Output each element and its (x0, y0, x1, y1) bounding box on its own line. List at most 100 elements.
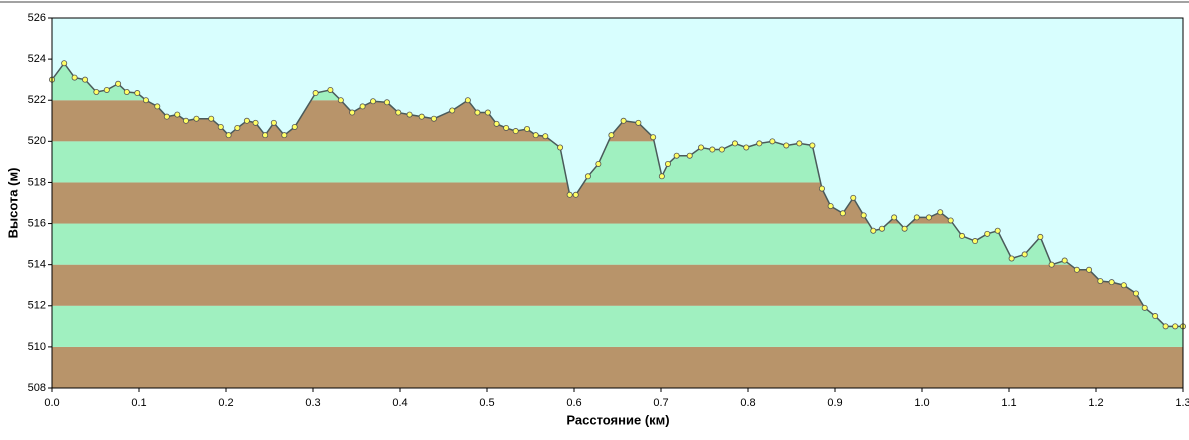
profile-point (608, 132, 615, 139)
x-tick-label: 0.1 (131, 397, 146, 409)
profile-point (673, 152, 680, 159)
profile-point (566, 191, 573, 198)
profile-point (584, 173, 591, 180)
y-tick-label: 518 (28, 176, 46, 188)
profile-point (709, 146, 716, 153)
profile-point (1061, 257, 1068, 264)
profile-point (349, 109, 356, 116)
profile-point (234, 124, 241, 131)
profile-point (182, 117, 189, 124)
profile-point (243, 117, 250, 124)
profile-point (650, 134, 657, 141)
profile-point (252, 119, 259, 126)
profile-point (406, 111, 413, 118)
profile-point (839, 210, 846, 217)
profile-point (572, 191, 579, 198)
x-tick-label: 0.8 (740, 397, 755, 409)
x-tick-label: 0.0 (44, 397, 59, 409)
x-tick-label: 1.2 (1088, 397, 1103, 409)
profile-point (464, 97, 471, 104)
profile-point (327, 86, 334, 93)
x-tick-label: 1.1 (1001, 397, 1016, 409)
elevation-band (52, 346, 1183, 388)
y-axis-label: Высота (м) (5, 168, 20, 239)
profile-point (370, 98, 377, 105)
x-tick-label: 0.2 (218, 397, 233, 409)
profile-point (291, 123, 298, 130)
profile-point (312, 90, 319, 97)
y-tick-label: 516 (28, 217, 46, 229)
profile-point (783, 142, 790, 149)
profile-point (474, 109, 481, 116)
profile-point (208, 115, 215, 122)
x-tick-label: 1.3 (1175, 397, 1189, 409)
profile-point (1162, 323, 1169, 330)
profile-point (217, 123, 224, 130)
profile-point (818, 185, 825, 192)
profile-point (61, 60, 68, 67)
profile-point (850, 194, 857, 201)
y-tick-label: 508 (28, 382, 46, 394)
profile-point (1108, 279, 1115, 286)
y-tick-label: 522 (28, 94, 46, 106)
profile-point (430, 115, 437, 122)
profile-point (731, 140, 738, 147)
profile-point (103, 86, 110, 93)
profile-point (383, 99, 390, 106)
profile-point (1152, 313, 1159, 320)
profile-point (809, 142, 816, 149)
profile-point (449, 107, 456, 114)
y-tick-label: 524 (28, 53, 46, 65)
profile-point (891, 214, 898, 221)
profile-point (524, 126, 531, 133)
profile-point (937, 209, 944, 216)
y-tick-label: 526 (28, 12, 46, 24)
profile-point (1120, 282, 1127, 289)
profile-point (913, 214, 920, 221)
profile-point (142, 97, 149, 104)
profile-point (532, 132, 539, 139)
profile-point (1097, 278, 1104, 285)
x-tick-label: 0.3 (305, 397, 320, 409)
profile-point (134, 90, 141, 97)
profile-point (1073, 266, 1080, 273)
profile-point (493, 120, 500, 127)
profile-point (901, 225, 908, 232)
profile-point (484, 109, 491, 116)
profile-point (359, 103, 366, 110)
profile-point (664, 160, 671, 167)
profile-point (1086, 266, 1093, 273)
profile-point (1021, 251, 1028, 258)
profile-point (1048, 261, 1055, 268)
profile-point (395, 109, 402, 116)
profile-point (503, 124, 510, 131)
x-tick-label: 1.0 (914, 397, 929, 409)
plot-border (51, 17, 1184, 389)
x-tick-label: 0.6 (566, 397, 581, 409)
profile-point (1037, 233, 1044, 240)
profile-point (994, 227, 1001, 234)
profile-point (743, 144, 750, 151)
profile-point (1008, 255, 1015, 262)
y-tick-label: 512 (28, 300, 46, 312)
profile-point (1133, 290, 1140, 297)
profile-point (71, 74, 78, 81)
profile-point (925, 214, 932, 221)
y-tick-label: 510 (28, 341, 46, 353)
profile-point (123, 89, 130, 96)
profile-point (174, 111, 181, 118)
y-tick-label: 514 (28, 259, 46, 271)
profile-point (1141, 304, 1148, 311)
profile-point (878, 225, 885, 232)
profile-point (718, 146, 725, 153)
profile-point (635, 119, 642, 126)
profile-point (115, 80, 122, 87)
profile-point (262, 132, 269, 139)
profile-point (270, 119, 277, 126)
profile-point (418, 113, 425, 120)
elevation-band (52, 264, 1183, 306)
profile-point (972, 238, 979, 245)
profile-point (512, 128, 519, 135)
profile-point (796, 140, 803, 147)
